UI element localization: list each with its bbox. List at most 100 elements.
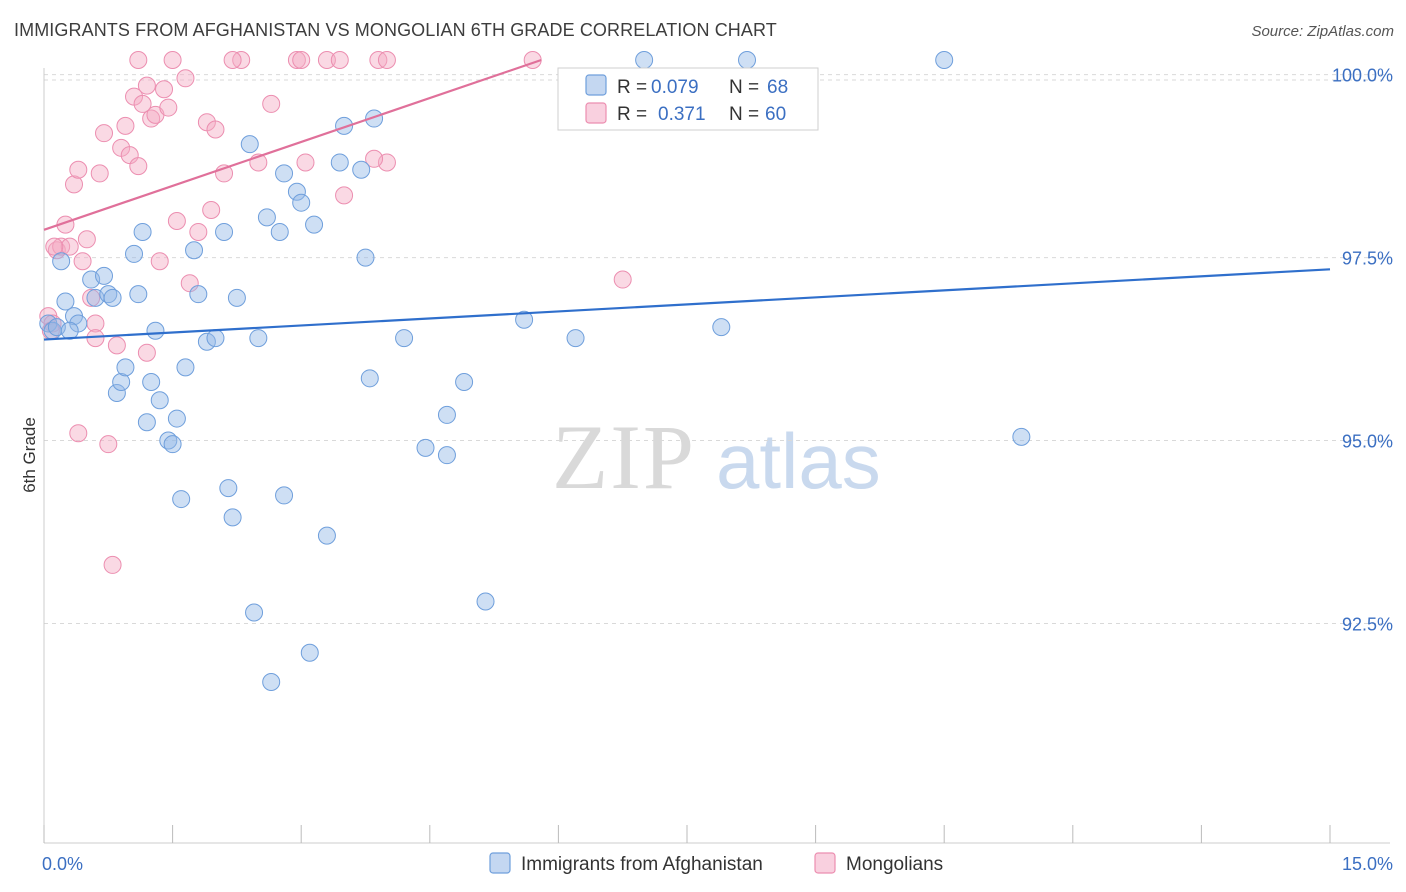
watermark-zip: ZIP [552, 406, 696, 508]
afghanistan-point [163, 435, 182, 454]
mongolians-point [129, 157, 148, 176]
afghanistan-point [275, 486, 294, 505]
chart-title: IMMIGRANTS FROM AFGHANISTAN VS MONGOLIAN… [14, 20, 777, 40]
afghanistan-point [52, 252, 71, 271]
y-axis-title: 6th Grade [20, 417, 39, 493]
afghanistan-point [257, 208, 276, 227]
mongolians-point [335, 186, 354, 205]
afghanistan-point [245, 603, 264, 622]
afghanistan-point [185, 241, 204, 260]
afghanistan-point [249, 329, 268, 348]
afghanistan-point [356, 248, 375, 267]
mongolians-point [65, 175, 84, 194]
y-tick-label: 97.5% [1342, 249, 1393, 269]
mongolians-point [292, 51, 311, 69]
afghanistan-point [223, 508, 242, 527]
legend-r-label-pink: R = [617, 104, 647, 125]
afghanistan-point [142, 372, 161, 391]
mongolians-point [202, 201, 221, 220]
afghanistan-point [476, 592, 495, 611]
axes [43, 68, 1390, 844]
watermark: ZIP atlas [552, 406, 881, 508]
mongolians-point [107, 336, 126, 355]
afghanistan-point [437, 446, 456, 465]
afghanistan-point [360, 369, 379, 388]
legend-r-value-blue: 0.079 [651, 77, 699, 98]
afghanistan-point [150, 391, 169, 410]
afghanistan-point [437, 405, 456, 424]
mongolians-point [45, 237, 64, 256]
afghanistan-point [262, 673, 281, 692]
mongolians-point [206, 120, 225, 139]
mongolians-point [150, 252, 169, 271]
mongolians-point [296, 153, 315, 172]
y-tick-label: 95.0% [1342, 432, 1393, 452]
legend-swatch-blue [585, 74, 607, 96]
mongolians-point [103, 555, 122, 574]
legend-n-value-blue: 68 [767, 77, 788, 98]
afghanistan-point [635, 51, 654, 69]
afghanistan-point [270, 222, 289, 241]
afghanistan-point [133, 222, 152, 241]
afghanistan-point [227, 288, 246, 307]
afghanistan-point [1012, 427, 1031, 446]
afghanistan-point [712, 318, 731, 337]
afghanistan-point [330, 153, 349, 172]
gridlines [44, 74, 1390, 624]
mongolians-point [163, 51, 182, 69]
mongolians-point [137, 343, 156, 362]
afghanistan-point [317, 526, 336, 545]
mongolians-point [159, 98, 178, 117]
watermark-atlas: atlas [716, 417, 881, 505]
bottom-legend-label-mongolians: Mongolians [846, 854, 943, 875]
series-afghanistan-points [39, 51, 1031, 692]
afghanistan-point [137, 413, 156, 432]
mongolians-point [287, 51, 306, 69]
series-mongolians-points [39, 51, 632, 574]
mongolians-point [137, 76, 156, 95]
afghanistan-point [335, 116, 354, 135]
afghanistan-point [352, 160, 371, 179]
afghanistan-point [395, 329, 414, 348]
trend-lines [43, 58, 1331, 341]
x-tick-label: 15.0% [1342, 854, 1393, 874]
mongolians-point [116, 116, 135, 135]
afghanistan-point [146, 321, 165, 340]
afghanistan-point [129, 285, 148, 304]
afghanistan-point [219, 479, 238, 498]
afghanistan-point [107, 383, 126, 402]
mongolians-point [155, 80, 174, 99]
afghanistan-point [172, 490, 191, 509]
afghanistan-point [176, 358, 195, 377]
afghanistan-point [60, 321, 79, 340]
bottom-legend-label-afghanistan: Immigrants from Afghanistan [521, 854, 763, 875]
bottom-legend-swatch-mongolians [814, 852, 836, 874]
mongolians-point [77, 230, 96, 249]
x-tick-labels: 0.0% 15.0% [42, 854, 1393, 874]
mongolians-trend-line [43, 58, 542, 231]
afghanistan-point [167, 409, 186, 428]
afghanistan-point [206, 329, 225, 348]
mongolians-point [69, 424, 88, 443]
source-credit: Source: ZipAtlas.com [1251, 23, 1394, 40]
afghanistan-point [738, 51, 757, 69]
afghanistan-trend-line [43, 268, 1331, 341]
mongolians-point [73, 252, 92, 271]
mongolians-point [69, 160, 88, 179]
mongolians-point [90, 164, 109, 183]
mongolians-point [613, 270, 632, 289]
afghanistan-point [305, 215, 324, 234]
mongolians-point [167, 211, 186, 230]
afghanistan-point [56, 292, 75, 311]
afghanistan-point [197, 332, 216, 351]
legend-swatch-pink [585, 102, 607, 124]
afghanistan-point [566, 329, 585, 348]
mongolians-point [365, 149, 384, 168]
afghanistan-point [287, 182, 306, 201]
legend-n-value-pink: 60 [765, 104, 786, 125]
afghanistan-point [935, 51, 954, 69]
legend-n-label-blue: N = [729, 77, 759, 98]
mongolians-point [223, 51, 242, 69]
mongolians-point [377, 51, 396, 69]
